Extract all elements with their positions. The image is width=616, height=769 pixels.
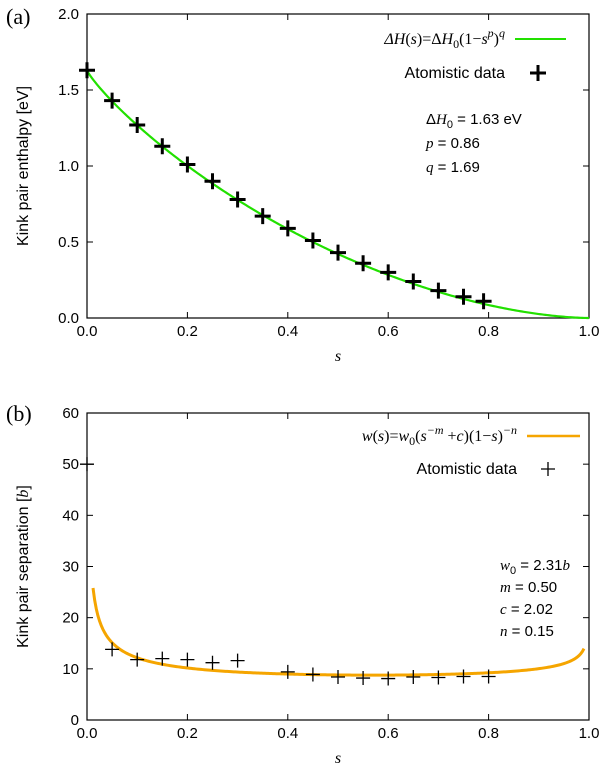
- panel-b-legend-fit-label: w(s)=w0(s−m +c)(1−s)−n: [362, 423, 517, 448]
- panel-a-data-point: [475, 293, 492, 310]
- panel-b-data-point: [80, 457, 94, 472]
- panel-b-y-tick-label: 10: [62, 661, 79, 678]
- panel-b: (b) 0.0 0.2 0.4 0.6 0.8 1.0 0 10 20 30 40 50 60 Kink…: [6, 401, 599, 767]
- panel-b-data-point: [331, 670, 345, 685]
- panel-a-data-point: [380, 264, 397, 281]
- panel-a-x-tick-label: 1.0: [579, 323, 600, 340]
- panel-a-param-dH0: ΔH0 = 1.63 eV: [426, 111, 522, 131]
- panel-a-data-point: [330, 244, 346, 261]
- panel-b-data-point: [381, 671, 396, 686]
- panel-a-data-points: [79, 62, 492, 310]
- panel-a-data-point: [179, 156, 196, 173]
- panel-a-data-point: [455, 288, 472, 305]
- panel-a-data-point: [229, 191, 246, 208]
- panel-a-legend-data-marker: [530, 65, 546, 81]
- panel-b-param-c: c = 2.02: [500, 601, 553, 618]
- panel-b-data-point: [130, 652, 145, 667]
- panel-a-param-q: q = 1.69: [426, 159, 480, 176]
- panel-b-legend-data-marker: [541, 462, 555, 476]
- panel-a-data-point: [204, 173, 221, 190]
- panel-a-fit-curve-group: [86, 69, 590, 320]
- panel-b-y-tick-label: 20: [62, 610, 79, 627]
- panel-b-x-tick-label: 0.6: [378, 725, 399, 742]
- panel-a-data-point: [79, 62, 95, 79]
- panel-a-x-tick-label: 0.2: [177, 323, 198, 340]
- panel-b-data-point: [456, 669, 471, 684]
- panel-b-x-tick-label: 0.4: [277, 725, 298, 742]
- panel-a-data-point: [129, 116, 146, 133]
- panel-b-data-point: [305, 667, 320, 682]
- panel-b-data-point: [105, 642, 120, 657]
- panel-a-legend: ΔH(s)=ΔH0(1−sp)q Atomistic data: [383, 26, 566, 82]
- panel-b-data-point: [155, 651, 170, 666]
- panel-b-legend-data-label: Atomistic data: [417, 461, 518, 478]
- panel-b-data-point: [280, 664, 295, 679]
- panel-a-data-point: [154, 138, 171, 155]
- panel-a-y-tick-label: 0.5: [58, 234, 79, 251]
- panel-a-data-point: [279, 220, 296, 237]
- panel-a-plot-frame: [86, 13, 590, 319]
- panel-a-data-point: [304, 232, 321, 249]
- panel-b-x-tick-label: 0.2: [177, 725, 198, 742]
- panel-a-legend-data-label: Atomistic data: [405, 65, 506, 82]
- panel-a-x-tick-label: 0.4: [277, 323, 298, 340]
- panel-b-y-tick-label: 0: [71, 712, 79, 729]
- panel-b-param-m: m = 0.50: [500, 579, 557, 596]
- panel-b-y-tick-label: 40: [62, 507, 79, 524]
- panel-b-legend: w(s)=w0(s−m +c)(1−s)−n Atomistic data: [362, 423, 580, 478]
- panel-b-label: (b): [6, 401, 32, 426]
- panel-a-x-tick-label: 0.6: [378, 323, 399, 340]
- panel-a: (a) 0.0 0.2 0.4 0.6 0.8 1.0 0.0 0.5 1.0 1.5 2.0 Ki…: [6, 4, 599, 365]
- panel-b-y-tick-label: 50: [62, 456, 79, 473]
- panel-a-parameters: ΔH0 = 1.63 eV p = 0.86 q = 1.69: [425, 111, 522, 176]
- panel-a-data-point: [104, 92, 121, 109]
- panel-b-y-tick-label: 30: [62, 559, 79, 576]
- panel-b-data-point: [356, 671, 371, 686]
- panel-b-data-point: [431, 670, 446, 685]
- panel-b-x-axis-label: s: [335, 750, 341, 767]
- panel-b-param-w0: w0 = 2.31b: [500, 557, 570, 577]
- panel-b-data-point: [180, 652, 195, 667]
- panel-b-data-point: [406, 670, 421, 685]
- panel-a-fit-curve: [86, 69, 590, 320]
- panel-a-y-axis-label: Kink pair enthalpy [eV]: [15, 86, 32, 246]
- panel-a-data-point: [254, 208, 271, 225]
- panel-b-data-point: [205, 655, 220, 670]
- panel-a-data-point: [430, 282, 447, 299]
- panel-a-y-tick-label: 1.5: [58, 82, 79, 99]
- panel-b-param-n: n = 0.15: [500, 623, 554, 640]
- panel-b-ticks: 0.0 0.2 0.4 0.6 0.8 1.0 0 10 20 30 40 50 60: [62, 405, 599, 742]
- panel-a-y-tick-label: 0.0: [58, 310, 79, 327]
- panel-b-x-tick-label: 1.0: [579, 725, 600, 742]
- panel-a-data-point: [405, 273, 422, 290]
- panel-b-data-points: [80, 457, 496, 686]
- panel-a-ticks: 0.0 0.2 0.4 0.6 0.8 1.0 0.0 0.5 1.0 1.5 2.0: [58, 6, 599, 340]
- panel-b-data-point: [481, 669, 496, 684]
- panel-a-label: (a): [6, 4, 30, 29]
- panel-b-parameters: w0 = 2.31b m = 0.50 c = 2.02 n = 0.15: [500, 557, 570, 640]
- panel-a-x-axis-label: s: [335, 348, 341, 365]
- panel-a-y-tick-label: 1.0: [58, 158, 79, 175]
- panel-b-y-axis-label: Kink pair separation [b]: [15, 485, 32, 648]
- panel-b-x-tick-label: 0.0: [77, 725, 98, 742]
- panel-b-data-point: [230, 653, 245, 668]
- panel-a-x-tick-label: 0.8: [478, 323, 499, 340]
- panel-a-param-p: p = 0.86: [425, 135, 480, 152]
- panel-a-legend-fit-label: ΔH(s)=ΔH0(1−sp)q: [383, 26, 505, 51]
- panel-a-data-point: [355, 255, 372, 272]
- panel-b-x-tick-label: 0.8: [478, 725, 499, 742]
- panel-b-y-tick-label: 60: [62, 405, 79, 422]
- panel-a-y-tick-label: 2.0: [58, 6, 79, 23]
- panel-a-x-tick-label: 0.0: [77, 323, 98, 340]
